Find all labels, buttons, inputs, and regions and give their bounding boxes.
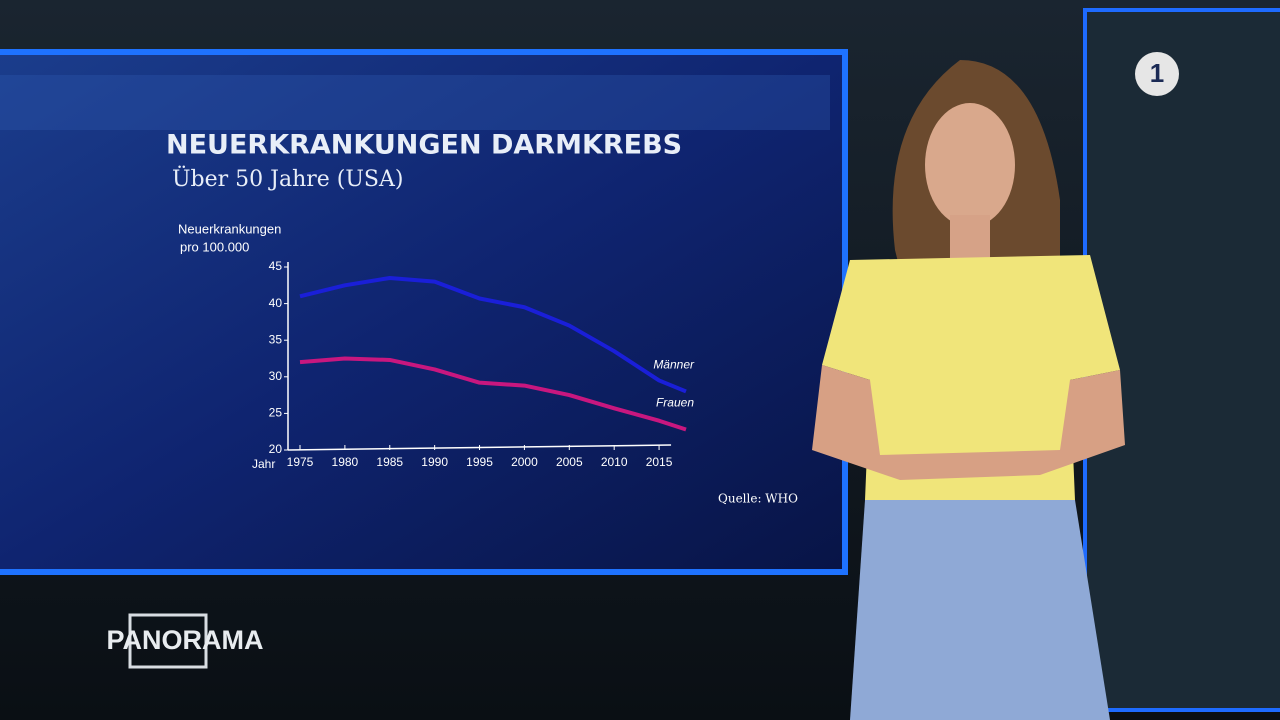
y-tick-label: 35: [269, 332, 283, 346]
x-tick-label: 1995: [466, 455, 493, 469]
program-logo: PANORAMA: [107, 625, 264, 655]
y-tick-label: 40: [269, 296, 283, 310]
x-tick-label: 1980: [332, 455, 359, 469]
x-tick-label: 2000: [511, 455, 538, 469]
logo-frame: [128, 613, 208, 669]
series-label: Männer: [653, 358, 695, 372]
chart-title: NEUERKRANKUNGEN DARMKREBS: [166, 130, 682, 161]
x-tick-label: 1985: [376, 455, 403, 469]
x-tick-label: 2015: [646, 455, 673, 469]
y-tick-label: 30: [269, 369, 283, 383]
chart-subtitle: Über 50 Jahre (USA): [172, 165, 403, 192]
data-line: [299, 275, 687, 394]
neck: [950, 215, 990, 265]
x-tick-label: 1975: [287, 455, 314, 469]
y-tick-label: 20: [269, 442, 283, 456]
y-tick-label: 25: [269, 406, 283, 420]
source: Quelle: WHO: [718, 492, 798, 506]
screen-decor: [0, 75, 830, 130]
face: [925, 103, 1015, 227]
x-tick-label: 1990: [421, 455, 448, 469]
x-axis-label: Jahr: [252, 457, 275, 471]
blouse: [822, 255, 1120, 500]
chart: NEUERKRANKUNGEN DARMKREBS Über 50 Jahre …: [166, 130, 798, 506]
y-axis-label: pro 100.000: [180, 239, 249, 254]
trousers: [850, 500, 1110, 720]
channel-logo: [1135, 52, 1179, 96]
series-label: Frauen: [656, 396, 694, 410]
side-screen: [1083, 8, 1280, 712]
y-axis-label: Neuerkrankungen: [178, 221, 281, 236]
data-line: [299, 356, 687, 432]
presenter: [812, 60, 1125, 720]
x-tick-label: 2005: [556, 455, 583, 469]
arms: [812, 365, 1125, 480]
channel-logo-text: 1: [1150, 58, 1164, 88]
y-tick-label: 45: [269, 259, 283, 273]
x-tick-label: 2010: [601, 455, 628, 469]
